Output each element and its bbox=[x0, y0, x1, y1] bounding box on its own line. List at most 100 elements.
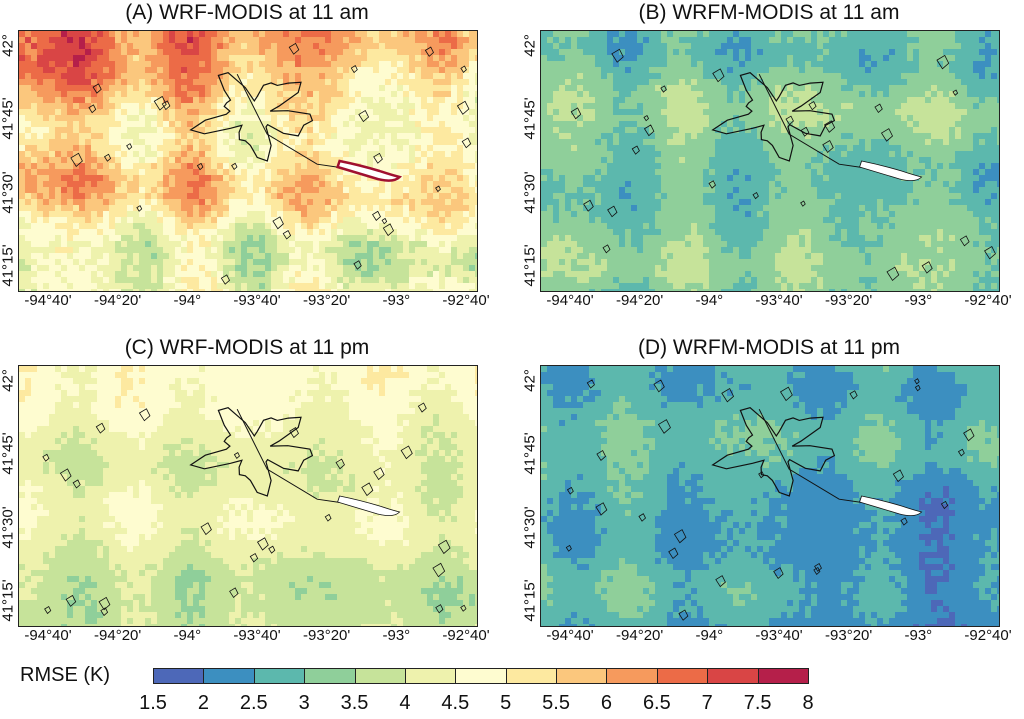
town-boundary bbox=[570, 107, 582, 120]
town-boundary bbox=[773, 567, 784, 579]
x-tick-label: -92°40' bbox=[964, 292, 1012, 309]
town-boundary bbox=[673, 529, 687, 544]
colorbar-swatch bbox=[455, 668, 507, 684]
y-tick-label: 42° bbox=[0, 369, 17, 392]
colorbar-swatch bbox=[253, 668, 306, 684]
colorbar-tick: 2 bbox=[197, 692, 209, 714]
lake-shape bbox=[859, 495, 923, 516]
town-boundary bbox=[880, 128, 893, 142]
town-boundary bbox=[822, 140, 834, 154]
town-boundary bbox=[643, 115, 650, 122]
x-tick-label: -92°40' bbox=[442, 292, 490, 309]
town-boundary bbox=[432, 562, 446, 578]
y-tick-label: 41°15' bbox=[521, 244, 539, 287]
town-boundary bbox=[708, 180, 716, 189]
town-boundary bbox=[460, 65, 467, 73]
map-panel-b bbox=[540, 30, 1000, 292]
town-boundary bbox=[900, 517, 908, 526]
colorbar-tick: 2.5 bbox=[239, 692, 268, 714]
town-boundary bbox=[361, 482, 374, 497]
town-boundary bbox=[88, 104, 97, 114]
x-tick-label: -93°40' bbox=[233, 292, 281, 309]
town-boundary bbox=[229, 587, 239, 599]
x-tick-label: -93°20' bbox=[303, 627, 351, 644]
urban-boundary bbox=[189, 72, 314, 162]
colorbar-tick: 4 bbox=[399, 692, 411, 714]
town-boundary bbox=[715, 575, 726, 588]
x-tick-label: -93° bbox=[382, 627, 411, 644]
town-boundary bbox=[657, 419, 671, 434]
town-boundary bbox=[72, 479, 81, 489]
panel-title-d: (D) WRFM-MODIS at 11 pm bbox=[637, 336, 901, 359]
x-tick-label: -93° bbox=[382, 292, 411, 309]
colorbar-tick: 7 bbox=[701, 692, 713, 714]
y-tick-label: 42° bbox=[0, 34, 17, 57]
town-boundary bbox=[800, 126, 810, 137]
town-boundary bbox=[233, 452, 240, 459]
town-boundary bbox=[70, 152, 83, 167]
urban-boundary bbox=[189, 407, 314, 497]
town-boundary bbox=[268, 545, 276, 554]
colorbar-swatch bbox=[354, 668, 406, 684]
town-boundary bbox=[249, 553, 259, 563]
town-boundary bbox=[382, 223, 395, 237]
town-boundary bbox=[373, 152, 383, 164]
x-tick-label: -94° bbox=[695, 292, 724, 309]
x-tick-label: -93°20' bbox=[825, 627, 873, 644]
colorbar-swatch bbox=[656, 668, 709, 684]
colorbar-swatch bbox=[707, 668, 759, 684]
town-boundary bbox=[758, 471, 765, 479]
town-boundary bbox=[785, 115, 794, 126]
town-boundary bbox=[721, 387, 735, 403]
x-tick-label: -94° bbox=[695, 627, 724, 644]
town-boundary bbox=[963, 428, 975, 442]
colorbar-tick: 1.5 bbox=[139, 692, 167, 714]
town-boundary bbox=[936, 54, 950, 70]
town-boundary bbox=[353, 260, 362, 270]
map-panel-d bbox=[540, 365, 1000, 627]
town-boundary bbox=[638, 513, 647, 522]
town-boundary bbox=[959, 235, 970, 247]
town-boundary bbox=[65, 594, 77, 607]
town-boundary bbox=[808, 101, 817, 111]
town-boundary bbox=[602, 244, 611, 254]
urban-boundary bbox=[711, 72, 836, 162]
river-line bbox=[236, 73, 349, 170]
x-tick-label: -93°40' bbox=[233, 627, 281, 644]
x-tick-label: -92°40' bbox=[964, 627, 1012, 644]
map-panel-c bbox=[18, 365, 478, 627]
town-boundary bbox=[779, 386, 793, 402]
town-boundary bbox=[335, 458, 345, 470]
river-line bbox=[236, 408, 349, 505]
colorbar-swatch bbox=[556, 668, 608, 684]
town-boundary bbox=[461, 137, 472, 149]
y-tick-label: 41°15' bbox=[0, 579, 17, 622]
town-boundary bbox=[921, 261, 933, 274]
x-tick-label: -93° bbox=[904, 292, 933, 309]
town-boundary bbox=[456, 100, 470, 115]
y-tick-label: 41°30' bbox=[0, 171, 17, 214]
town-boundary bbox=[678, 609, 689, 621]
town-boundary bbox=[92, 83, 102, 94]
colorbar-tick: 5.5 bbox=[542, 692, 570, 714]
town-boundary bbox=[914, 378, 920, 385]
town-boundary bbox=[952, 89, 959, 96]
town-boundary bbox=[643, 124, 655, 137]
town-boundary bbox=[583, 199, 594, 212]
lake-shape bbox=[859, 160, 923, 181]
town-boundary bbox=[324, 513, 332, 522]
town-boundary bbox=[138, 408, 151, 422]
town-boundary bbox=[595, 502, 608, 516]
town-boundary bbox=[424, 46, 434, 57]
river-line bbox=[758, 408, 871, 505]
colorbar-tick: 4.5 bbox=[441, 692, 470, 714]
x-tick-label: -94°40' bbox=[546, 292, 594, 309]
x-tick-label: -93°40' bbox=[755, 627, 803, 644]
panel-title-a: (A) WRF-MODIS at 11 am bbox=[125, 1, 369, 24]
colorbar-swatch bbox=[153, 668, 205, 684]
town-boundary bbox=[98, 596, 111, 611]
town-boundary bbox=[957, 448, 965, 457]
town-boundary bbox=[153, 95, 167, 111]
y-tick-label: 41°30' bbox=[521, 506, 539, 549]
town-boundary bbox=[752, 192, 759, 200]
